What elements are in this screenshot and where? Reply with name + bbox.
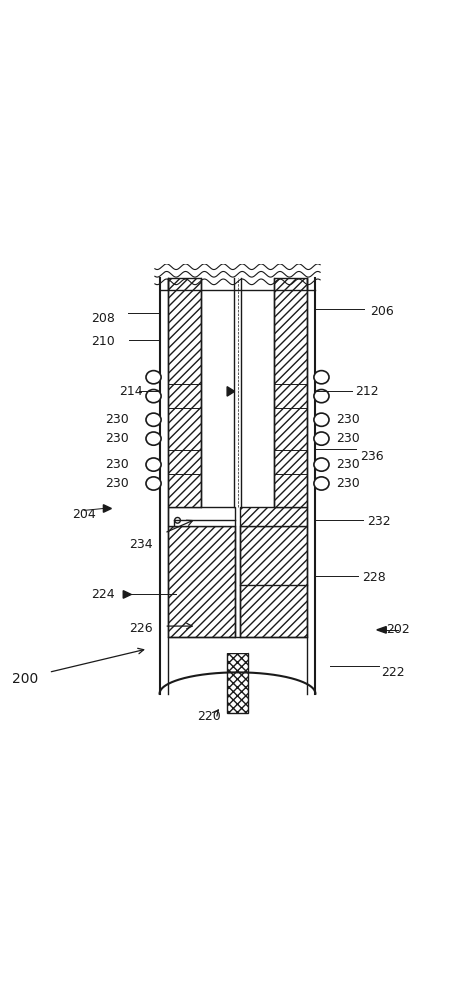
Ellipse shape xyxy=(314,477,329,490)
Text: 230: 230 xyxy=(337,432,361,445)
Text: 222: 222 xyxy=(381,666,405,679)
Text: 234: 234 xyxy=(129,538,152,551)
Text: 200: 200 xyxy=(12,672,38,686)
Bar xyxy=(227,653,248,712)
Ellipse shape xyxy=(314,389,329,403)
Polygon shape xyxy=(123,591,131,598)
Bar xyxy=(168,507,235,526)
Text: 232: 232 xyxy=(367,515,391,528)
Text: 236: 236 xyxy=(360,450,384,463)
Text: 208: 208 xyxy=(91,312,115,325)
Bar xyxy=(168,278,201,507)
Ellipse shape xyxy=(314,432,329,445)
Bar xyxy=(240,526,307,637)
Text: 202: 202 xyxy=(386,623,410,636)
Ellipse shape xyxy=(146,413,161,426)
Polygon shape xyxy=(377,627,386,633)
Ellipse shape xyxy=(146,389,161,403)
Text: 228: 228 xyxy=(362,571,386,584)
Text: 204: 204 xyxy=(72,508,96,521)
Text: 212: 212 xyxy=(356,385,379,398)
Ellipse shape xyxy=(146,477,161,490)
Ellipse shape xyxy=(146,432,161,445)
Text: 206: 206 xyxy=(370,305,393,318)
Bar xyxy=(240,507,307,526)
Ellipse shape xyxy=(314,413,329,426)
Text: 214: 214 xyxy=(119,385,143,398)
Text: 230: 230 xyxy=(337,458,361,471)
Ellipse shape xyxy=(146,458,161,471)
Bar xyxy=(274,278,307,507)
Ellipse shape xyxy=(314,458,329,471)
Text: 230: 230 xyxy=(337,477,361,490)
Text: 220: 220 xyxy=(197,710,221,723)
Text: 230: 230 xyxy=(105,432,129,445)
Ellipse shape xyxy=(146,371,161,384)
Text: 210: 210 xyxy=(91,335,115,348)
Text: 226: 226 xyxy=(129,622,152,635)
Bar xyxy=(227,637,248,653)
Ellipse shape xyxy=(314,371,329,384)
Bar xyxy=(168,526,235,637)
Text: 230: 230 xyxy=(105,477,129,490)
Polygon shape xyxy=(227,387,235,396)
Text: 230: 230 xyxy=(105,458,129,471)
Text: 224: 224 xyxy=(91,588,115,601)
Polygon shape xyxy=(104,505,112,512)
Text: 230: 230 xyxy=(337,413,361,426)
Text: 230: 230 xyxy=(105,413,129,426)
